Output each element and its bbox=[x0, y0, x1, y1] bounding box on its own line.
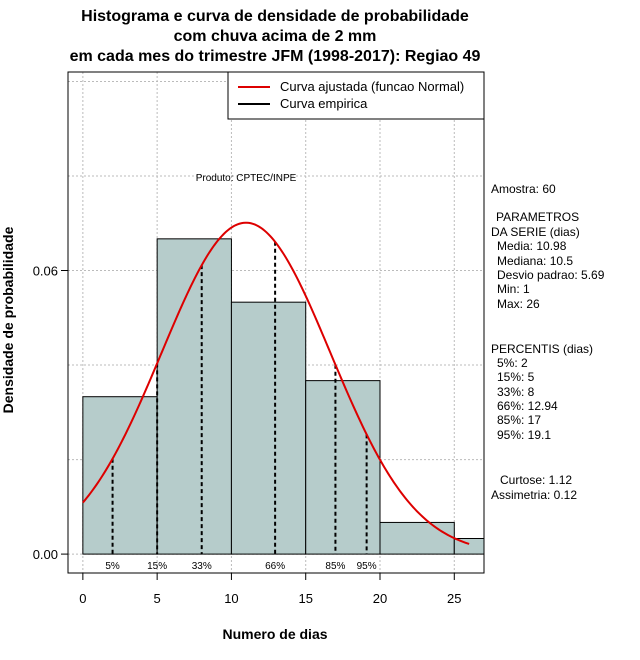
legend: Curva ajustada (funcao Normal) Curva emp… bbox=[227, 71, 485, 120]
histogram-bar bbox=[156, 238, 232, 555]
param-mean: Media: 10.98 bbox=[497, 239, 567, 253]
percentil-15: 15%: 5 bbox=[497, 370, 535, 384]
percentile-label: 85% bbox=[325, 561, 345, 572]
sample-size: Amostra: 60 bbox=[491, 182, 556, 196]
normal-fit-curve bbox=[82, 221, 470, 545]
histogram-bar bbox=[230, 301, 307, 555]
y-tick-label: 0.00 bbox=[33, 547, 58, 562]
x-tick-label: 0 bbox=[79, 591, 86, 606]
percentile-label: 5% bbox=[105, 561, 120, 572]
legend-box bbox=[227, 71, 485, 120]
percentil-95: 95%: 19.1 bbox=[497, 428, 551, 442]
histogram-bar bbox=[82, 396, 158, 555]
y-axis-title: Densidade de probabilidade bbox=[0, 226, 16, 413]
chart-title-line-1: Histograma e curva de densidade de proba… bbox=[81, 8, 469, 25]
param-max: Max: 26 bbox=[497, 297, 540, 311]
param-sd: Desvio padrao: 5.69 bbox=[497, 268, 605, 282]
x-axis-title: Numero de dias bbox=[222, 626, 327, 642]
product-label: Produto: CPTEC/INPE bbox=[196, 173, 297, 184]
legend-label-empirical: Curva empirica bbox=[280, 96, 368, 111]
x-tick-label: 25 bbox=[447, 591, 461, 606]
skewness: Assimetria: 0.12 bbox=[491, 488, 577, 502]
percentile-label: 15% bbox=[147, 561, 167, 572]
percentile-label: 33% bbox=[192, 561, 212, 572]
params-title-1: PARAMETROS bbox=[496, 210, 579, 224]
axes: 0 5 10 15 20 25 0.00 0.06 bbox=[33, 264, 462, 606]
percentil-33: 33%: 8 bbox=[497, 385, 535, 399]
x-tick-label: 10 bbox=[224, 591, 238, 606]
param-median: Mediana: 10.5 bbox=[497, 254, 573, 268]
chart-title-line-2: com chuva acima de 2 mm bbox=[174, 28, 377, 45]
percentil-5: 5%: 2 bbox=[497, 356, 528, 370]
stats-panel: Amostra: 60 PARAMETROS DA SERIE (dias) M… bbox=[491, 182, 605, 502]
percentile-lines: 5% 15% 33% 66% 85% 95% bbox=[105, 241, 377, 572]
params-title-2: DA SERIE (dias) bbox=[491, 225, 580, 239]
percentil-85: 85%: 17 bbox=[497, 413, 541, 427]
y-tick-label: 0.06 bbox=[33, 264, 58, 279]
percentil-66: 66%: 12.94 bbox=[497, 399, 558, 413]
histogram-bar bbox=[379, 521, 455, 555]
x-tick-label: 15 bbox=[298, 591, 312, 606]
legend-label-normal: Curva ajustada (funcao Normal) bbox=[280, 79, 464, 94]
x-tick-label: 5 bbox=[154, 591, 161, 606]
x-tick-label: 20 bbox=[373, 591, 387, 606]
percentile-label: 95% bbox=[357, 561, 377, 572]
percentis-title: PERCENTIS (dias) bbox=[491, 342, 593, 356]
chart-title-line-3: em cada mes do trimestre JFM (1998-2017)… bbox=[70, 48, 481, 65]
param-min: Min: 1 bbox=[497, 282, 530, 296]
kurtosis: Curtose: 1.12 bbox=[500, 473, 572, 487]
percentile-label: 66% bbox=[265, 561, 285, 572]
histogram-bar bbox=[305, 380, 381, 555]
